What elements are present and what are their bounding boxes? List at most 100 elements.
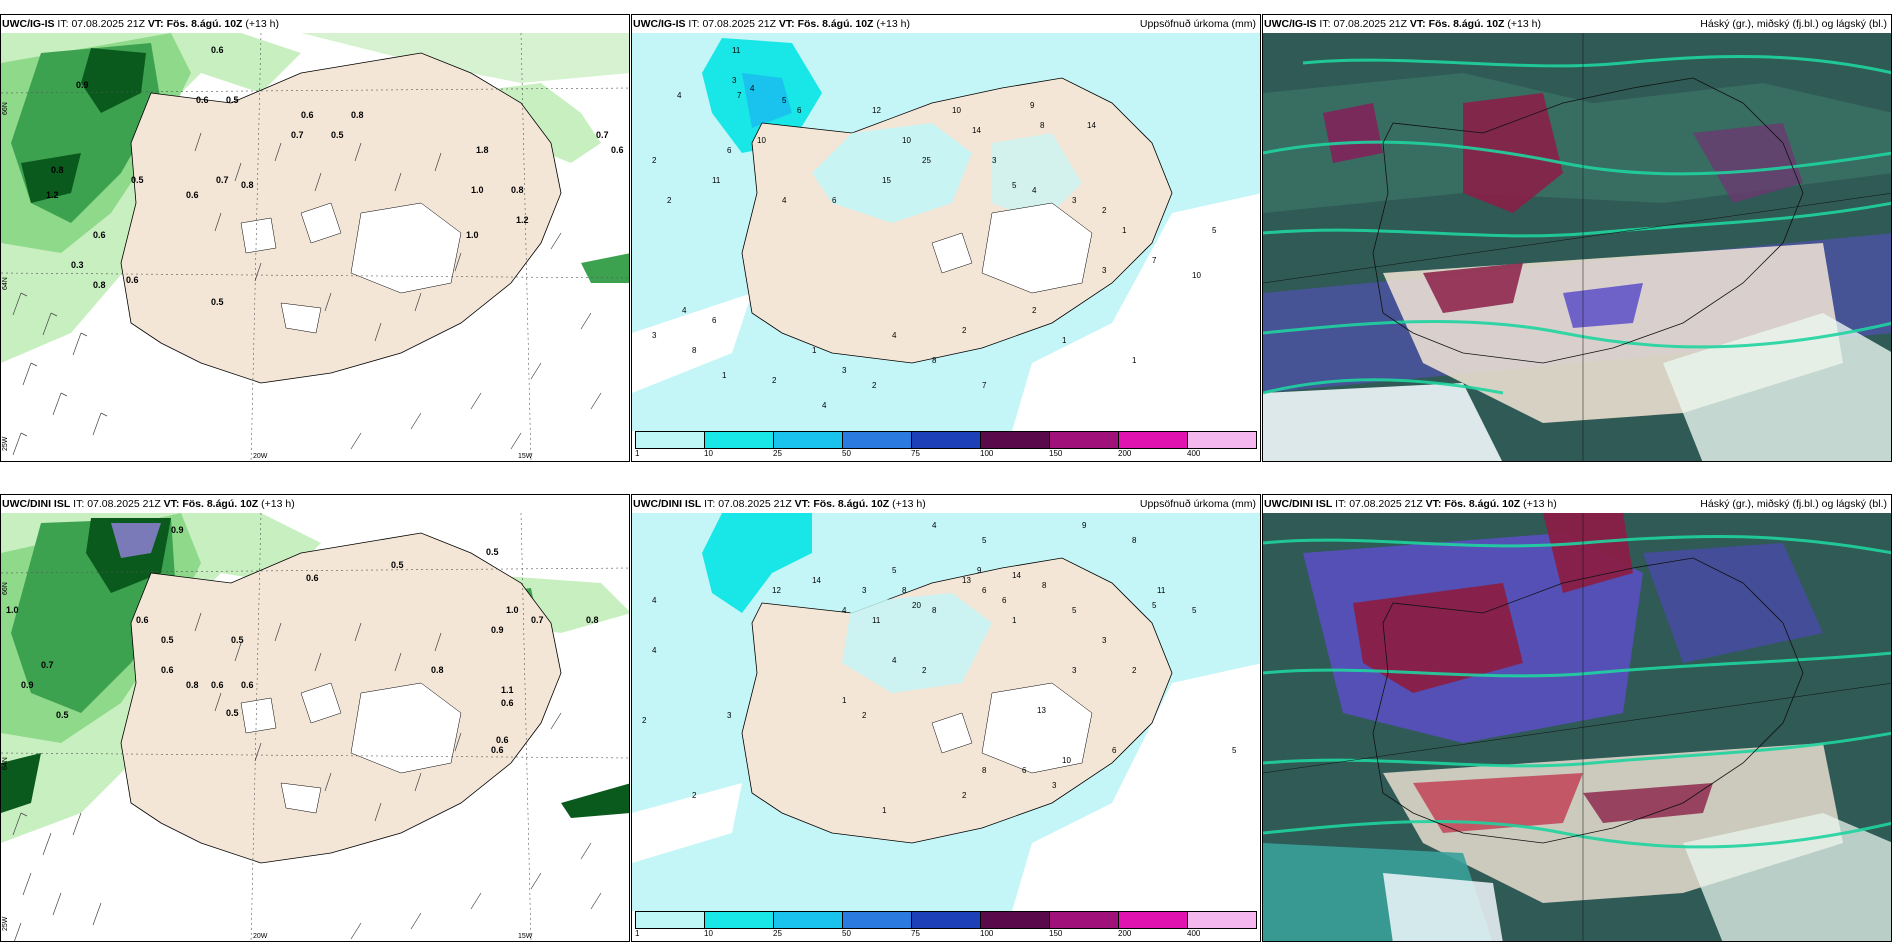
svg-text:5: 5 (1012, 181, 1017, 190)
svg-text:4: 4 (782, 196, 787, 205)
svg-text:14: 14 (812, 576, 821, 585)
svg-text:0.6: 0.6 (126, 275, 139, 285)
svg-text:0.6: 0.6 (306, 573, 319, 583)
colorbar-swatch (636, 432, 705, 448)
panel-header: UWC/DINI ISL IT: 07.08.2025 21Z VT: Fös.… (1264, 498, 1557, 510)
svg-text:6: 6 (1022, 766, 1027, 775)
svg-text:0.7: 0.7 (291, 130, 304, 140)
svg-text:2: 2 (922, 666, 927, 675)
svg-text:0.8: 0.8 (586, 615, 599, 625)
colorbar-swatch (1188, 432, 1256, 448)
svg-text:0.6: 0.6 (136, 615, 149, 625)
colorbar-swatch (1119, 912, 1188, 928)
svg-text:0.7: 0.7 (596, 130, 609, 140)
svg-text:0.6: 0.6 (491, 745, 504, 755)
svg-text:4: 4 (682, 306, 687, 315)
svg-text:4: 4 (842, 606, 847, 615)
svg-text:3: 3 (1052, 781, 1057, 790)
svg-text:0.5: 0.5 (226, 95, 239, 105)
svg-text:0.5: 0.5 (161, 635, 174, 645)
svg-text:11: 11 (1157, 586, 1166, 595)
svg-text:3: 3 (727, 711, 732, 720)
svg-text:0.8: 0.8 (431, 665, 444, 675)
svg-text:12: 12 (772, 586, 781, 595)
svg-text:1: 1 (1062, 336, 1067, 345)
svg-text:8: 8 (692, 346, 697, 355)
colorbar-swatch (912, 432, 981, 448)
svg-text:4: 4 (677, 91, 682, 100)
svg-text:14: 14 (972, 126, 981, 135)
colorbar-tick: 1 (635, 449, 640, 458)
svg-text:5: 5 (1152, 601, 1157, 610)
svg-text:9: 9 (1030, 101, 1035, 110)
colorbar-swatch (705, 432, 774, 448)
svg-text:0.5: 0.5 (331, 130, 344, 140)
svg-text:3: 3 (732, 76, 737, 85)
svg-text:14: 14 (1087, 121, 1096, 130)
svg-text:0.8: 0.8 (241, 180, 254, 190)
svg-text:11: 11 (732, 46, 741, 55)
svg-text:8: 8 (902, 586, 907, 595)
svg-text:3: 3 (1102, 266, 1107, 275)
svg-text:10: 10 (902, 136, 911, 145)
svg-text:1: 1 (882, 806, 887, 815)
svg-text:0.8: 0.8 (93, 280, 106, 290)
svg-text:5: 5 (782, 96, 787, 105)
panel-header: UWC/DINI ISL IT: 07.08.2025 21Z VT: Fös.… (2, 498, 295, 510)
svg-text:2: 2 (1102, 206, 1107, 215)
svg-text:0.6: 0.6 (301, 110, 314, 120)
svg-text:0.6: 0.6 (611, 145, 624, 155)
svg-text:20: 20 (912, 601, 921, 610)
svg-text:0.7: 0.7 (216, 175, 229, 185)
svg-text:9: 9 (977, 566, 982, 575)
colorbar-swatch (636, 912, 705, 928)
panel-header: UWC/IG-IS IT: 07.08.2025 21Z VT: Fös. 8.… (2, 18, 279, 30)
lat-label-64n: 64N (2, 757, 9, 770)
svg-text:9: 9 (1082, 521, 1087, 530)
svg-text:0.5: 0.5 (131, 175, 144, 185)
colorbar-swatch (843, 432, 912, 448)
colorbar-tick: 75 (911, 449, 920, 458)
svg-text:0.6: 0.6 (161, 665, 174, 675)
lon-label-25w: 25W (2, 436, 9, 451)
lat-label-64n: 64N (2, 277, 9, 290)
svg-text:8: 8 (1042, 581, 1047, 590)
svg-text:8: 8 (932, 606, 937, 615)
svg-text:4: 4 (822, 401, 827, 410)
svg-text:4: 4 (892, 656, 897, 665)
svg-text:4: 4 (750, 84, 755, 93)
lat-label-66n: 66N (2, 582, 9, 595)
svg-text:10: 10 (757, 136, 766, 145)
svg-text:5: 5 (1212, 226, 1217, 235)
svg-text:13: 13 (1037, 706, 1046, 715)
svg-text:2: 2 (667, 196, 672, 205)
svg-text:6: 6 (712, 316, 717, 325)
svg-text:0.8: 0.8 (351, 110, 364, 120)
svg-text:1: 1 (1122, 226, 1127, 235)
svg-text:2: 2 (772, 376, 777, 385)
svg-text:0.9: 0.9 (76, 80, 89, 90)
svg-text:6: 6 (1002, 596, 1007, 605)
svg-text:8: 8 (982, 766, 987, 775)
svg-text:1.2: 1.2 (46, 190, 59, 200)
svg-text:0.6: 0.6 (211, 680, 224, 690)
svg-text:0.6: 0.6 (93, 230, 106, 240)
lon-label-20w: 20W (253, 453, 268, 460)
svg-text:4: 4 (652, 596, 657, 605)
svg-text:4: 4 (1032, 186, 1037, 195)
svg-text:10: 10 (1062, 756, 1071, 765)
colorbar-swatch (981, 432, 1050, 448)
svg-text:0.5: 0.5 (391, 560, 404, 570)
colorbar-tick: 100 (980, 449, 994, 458)
svg-text:1.8: 1.8 (476, 145, 489, 155)
svg-text:0.8: 0.8 (511, 185, 524, 195)
svg-text:0.6: 0.6 (496, 735, 509, 745)
svg-text:0.5: 0.5 (211, 297, 224, 307)
svg-text:3: 3 (1072, 666, 1077, 675)
panel-top-middle-accum: UWC/IG-IS IT: 07.08.2025 21Z VT: Fös. 8.… (631, 14, 1261, 462)
cloud-map (1263, 33, 1891, 461)
svg-text:6: 6 (832, 196, 837, 205)
panel-header: UWC/IG-IS IT: 07.08.2025 21Z VT: Fös. 8.… (633, 18, 910, 30)
svg-text:1: 1 (812, 346, 817, 355)
